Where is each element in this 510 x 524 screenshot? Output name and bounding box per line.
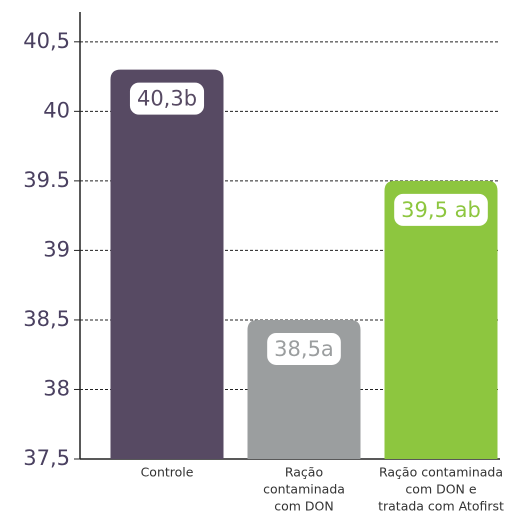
x-tick-label: tratada com Atofirst [378, 499, 504, 514]
value-label-box [394, 193, 488, 226]
x-tick-label: Ração [285, 465, 323, 480]
x-tick-label: com DON e [405, 482, 476, 497]
x-tick-label: Controle [141, 465, 194, 480]
bar [384, 180, 498, 459]
x-tick-label: com DON [274, 499, 334, 514]
y-tick-label: 38 [43, 376, 70, 400]
value-label-box [267, 332, 341, 365]
x-tick-label: contaminada [263, 482, 345, 497]
y-tick-label: 38,5 [23, 307, 70, 331]
y-tick-label: 40,5 [23, 29, 70, 53]
x-tick-label: Ração contaminada [379, 465, 503, 480]
y-tick-label: 39.5 [23, 168, 70, 192]
value-label-box [129, 82, 205, 115]
value-label: 40,3b [137, 87, 197, 111]
value-label: 39,5 ab [401, 198, 481, 222]
y-tick-label: 39 [43, 237, 70, 261]
y-tick-label: 40 [43, 98, 70, 122]
value-label: 38,5a [274, 337, 334, 361]
bar [110, 69, 224, 459]
y-tick-label: 37,5 [23, 446, 70, 470]
